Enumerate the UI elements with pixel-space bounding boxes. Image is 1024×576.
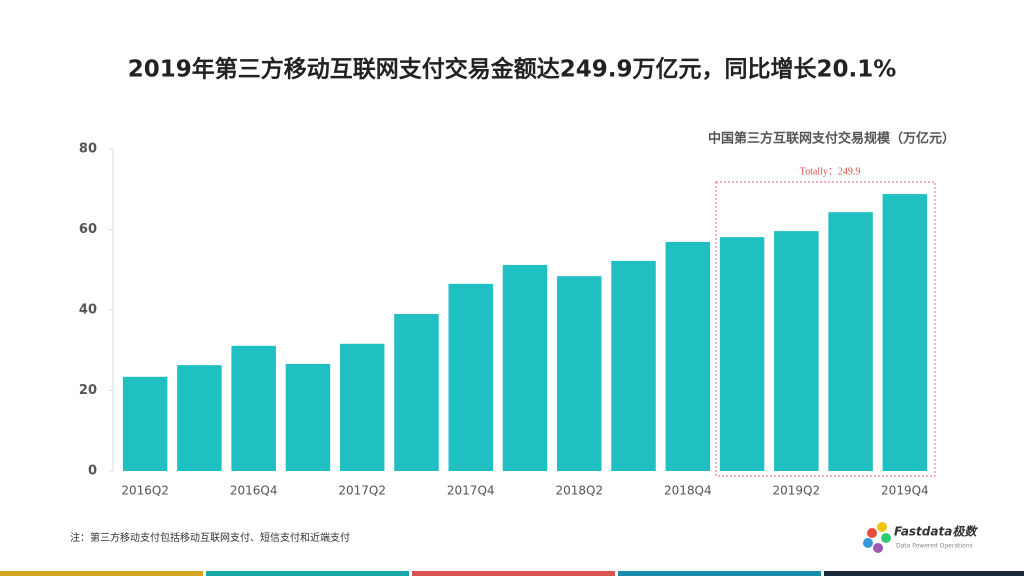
chart-title: 2019年第三方移动互联网支付交易金额达249.9万亿元，同比增长20.1%: [128, 56, 897, 83]
bar: [665, 241, 711, 471]
x-tick-label: 2016Q2: [121, 484, 169, 498]
logo-dot: [873, 543, 883, 553]
bar: [828, 212, 873, 471]
bar: [448, 283, 493, 471]
bar: [177, 365, 222, 471]
bar: [557, 276, 602, 471]
logo: Fastdata极数 Data Powered Operations: [863, 522, 978, 553]
x-tick-label: 2018Q2: [555, 484, 603, 498]
y-tick-label: 40: [79, 303, 97, 318]
x-tick-label: 2018Q4: [664, 484, 712, 498]
bar: [719, 237, 765, 471]
bar: [394, 314, 439, 471]
note: 注：第三方移动支付包括移动互联网支付、短信支付和近端支付: [70, 531, 350, 544]
logo-tagline: Data Powered Operations: [896, 543, 973, 550]
footer-strip: [618, 571, 821, 576]
x-tick-label: 2019Q4: [881, 484, 929, 498]
logo-dot: [877, 522, 887, 532]
footer-strip: [412, 571, 615, 576]
y-tick-label: 60: [79, 222, 97, 237]
chart-subtitle: 中国第三方互联网支付交易规模（万亿元）: [708, 131, 955, 147]
bar: [122, 376, 168, 471]
logo-dot: [881, 533, 891, 543]
bar: [502, 264, 548, 471]
bar: [285, 363, 331, 471]
bar: [339, 343, 385, 471]
logo-dot: [867, 528, 877, 538]
x-tick-label: 2017Q2: [338, 484, 386, 498]
bar: [611, 260, 656, 471]
x-tick-label: 2016Q4: [230, 484, 278, 498]
footer-strip: [206, 571, 409, 576]
y-tick-label: 80: [79, 142, 97, 157]
annotation-box: [715, 181, 936, 477]
y-tick-label: 0: [88, 464, 97, 479]
footer-strip: [824, 571, 1024, 576]
bar: [231, 345, 276, 471]
bar: [882, 194, 928, 471]
logo-dot: [863, 538, 873, 548]
bar: [774, 231, 819, 471]
y-tick-label: 20: [79, 383, 97, 398]
x-tick-label: 2017Q4: [447, 484, 495, 498]
annotation: Totally：249.9: [800, 166, 861, 177]
logo-text: Fastdata极数: [894, 525, 978, 539]
footer-strip: [0, 571, 203, 576]
x-tick-label: 2019Q2: [773, 484, 821, 498]
